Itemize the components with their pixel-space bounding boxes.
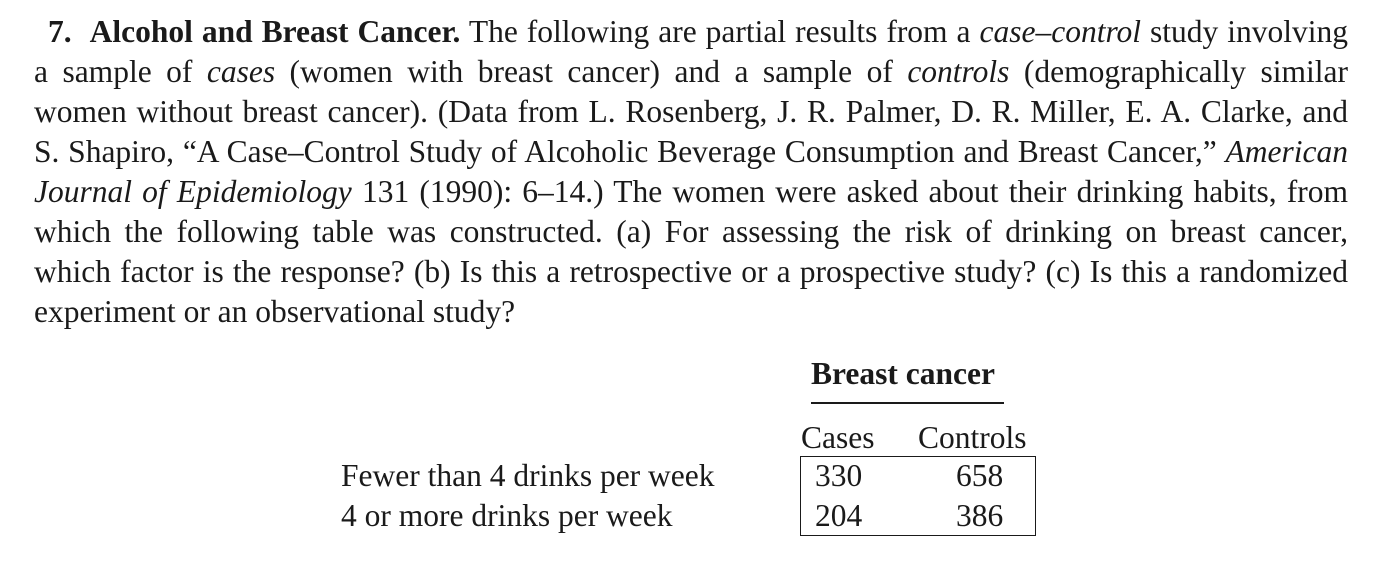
term-cases: cases — [206, 54, 276, 89]
term-case-control: case–control — [979, 14, 1142, 49]
row-label-fewer-than-4: Fewer than 4 drinks per week — [341, 458, 715, 493]
problem-title: Alcohol and Breast Cancer. — [89, 14, 461, 49]
problem-text-seg3: (women with breast cancer) and a sample … — [275, 54, 908, 89]
column-header-cases: Cases — [801, 420, 875, 455]
column-header-controls: Controls — [918, 420, 1027, 455]
cell-more-controls: 386 — [956, 498, 1004, 533]
problem-text-seg4: (demographically similar women without b… — [34, 54, 1348, 169]
row-label-4-or-more: 4 or more drinks per week — [341, 498, 673, 533]
table-header: Breast cancer — [811, 356, 995, 391]
term-controls: controls — [907, 54, 1010, 89]
cell-fewer-controls: 658 — [956, 458, 1004, 493]
problem-text-seg2: study involving a sample of — [34, 14, 1349, 89]
journal-title: American Journal of Epidemiology — [34, 134, 1348, 209]
problem-text: 7. Alcohol and Breast Cancer. The followi… — [34, 12, 1348, 332]
problem-text-seg1: The following are partial results from a — [460, 14, 980, 49]
header-rule — [811, 402, 1004, 404]
problem-text-seg5: 131 (1990): 6–14.) The women were asked … — [34, 174, 1349, 329]
problem-number: 7. — [48, 14, 72, 49]
table-data-box — [800, 456, 1036, 536]
cell-more-cases: 204 — [815, 498, 863, 533]
cell-fewer-cases: 330 — [815, 458, 863, 493]
